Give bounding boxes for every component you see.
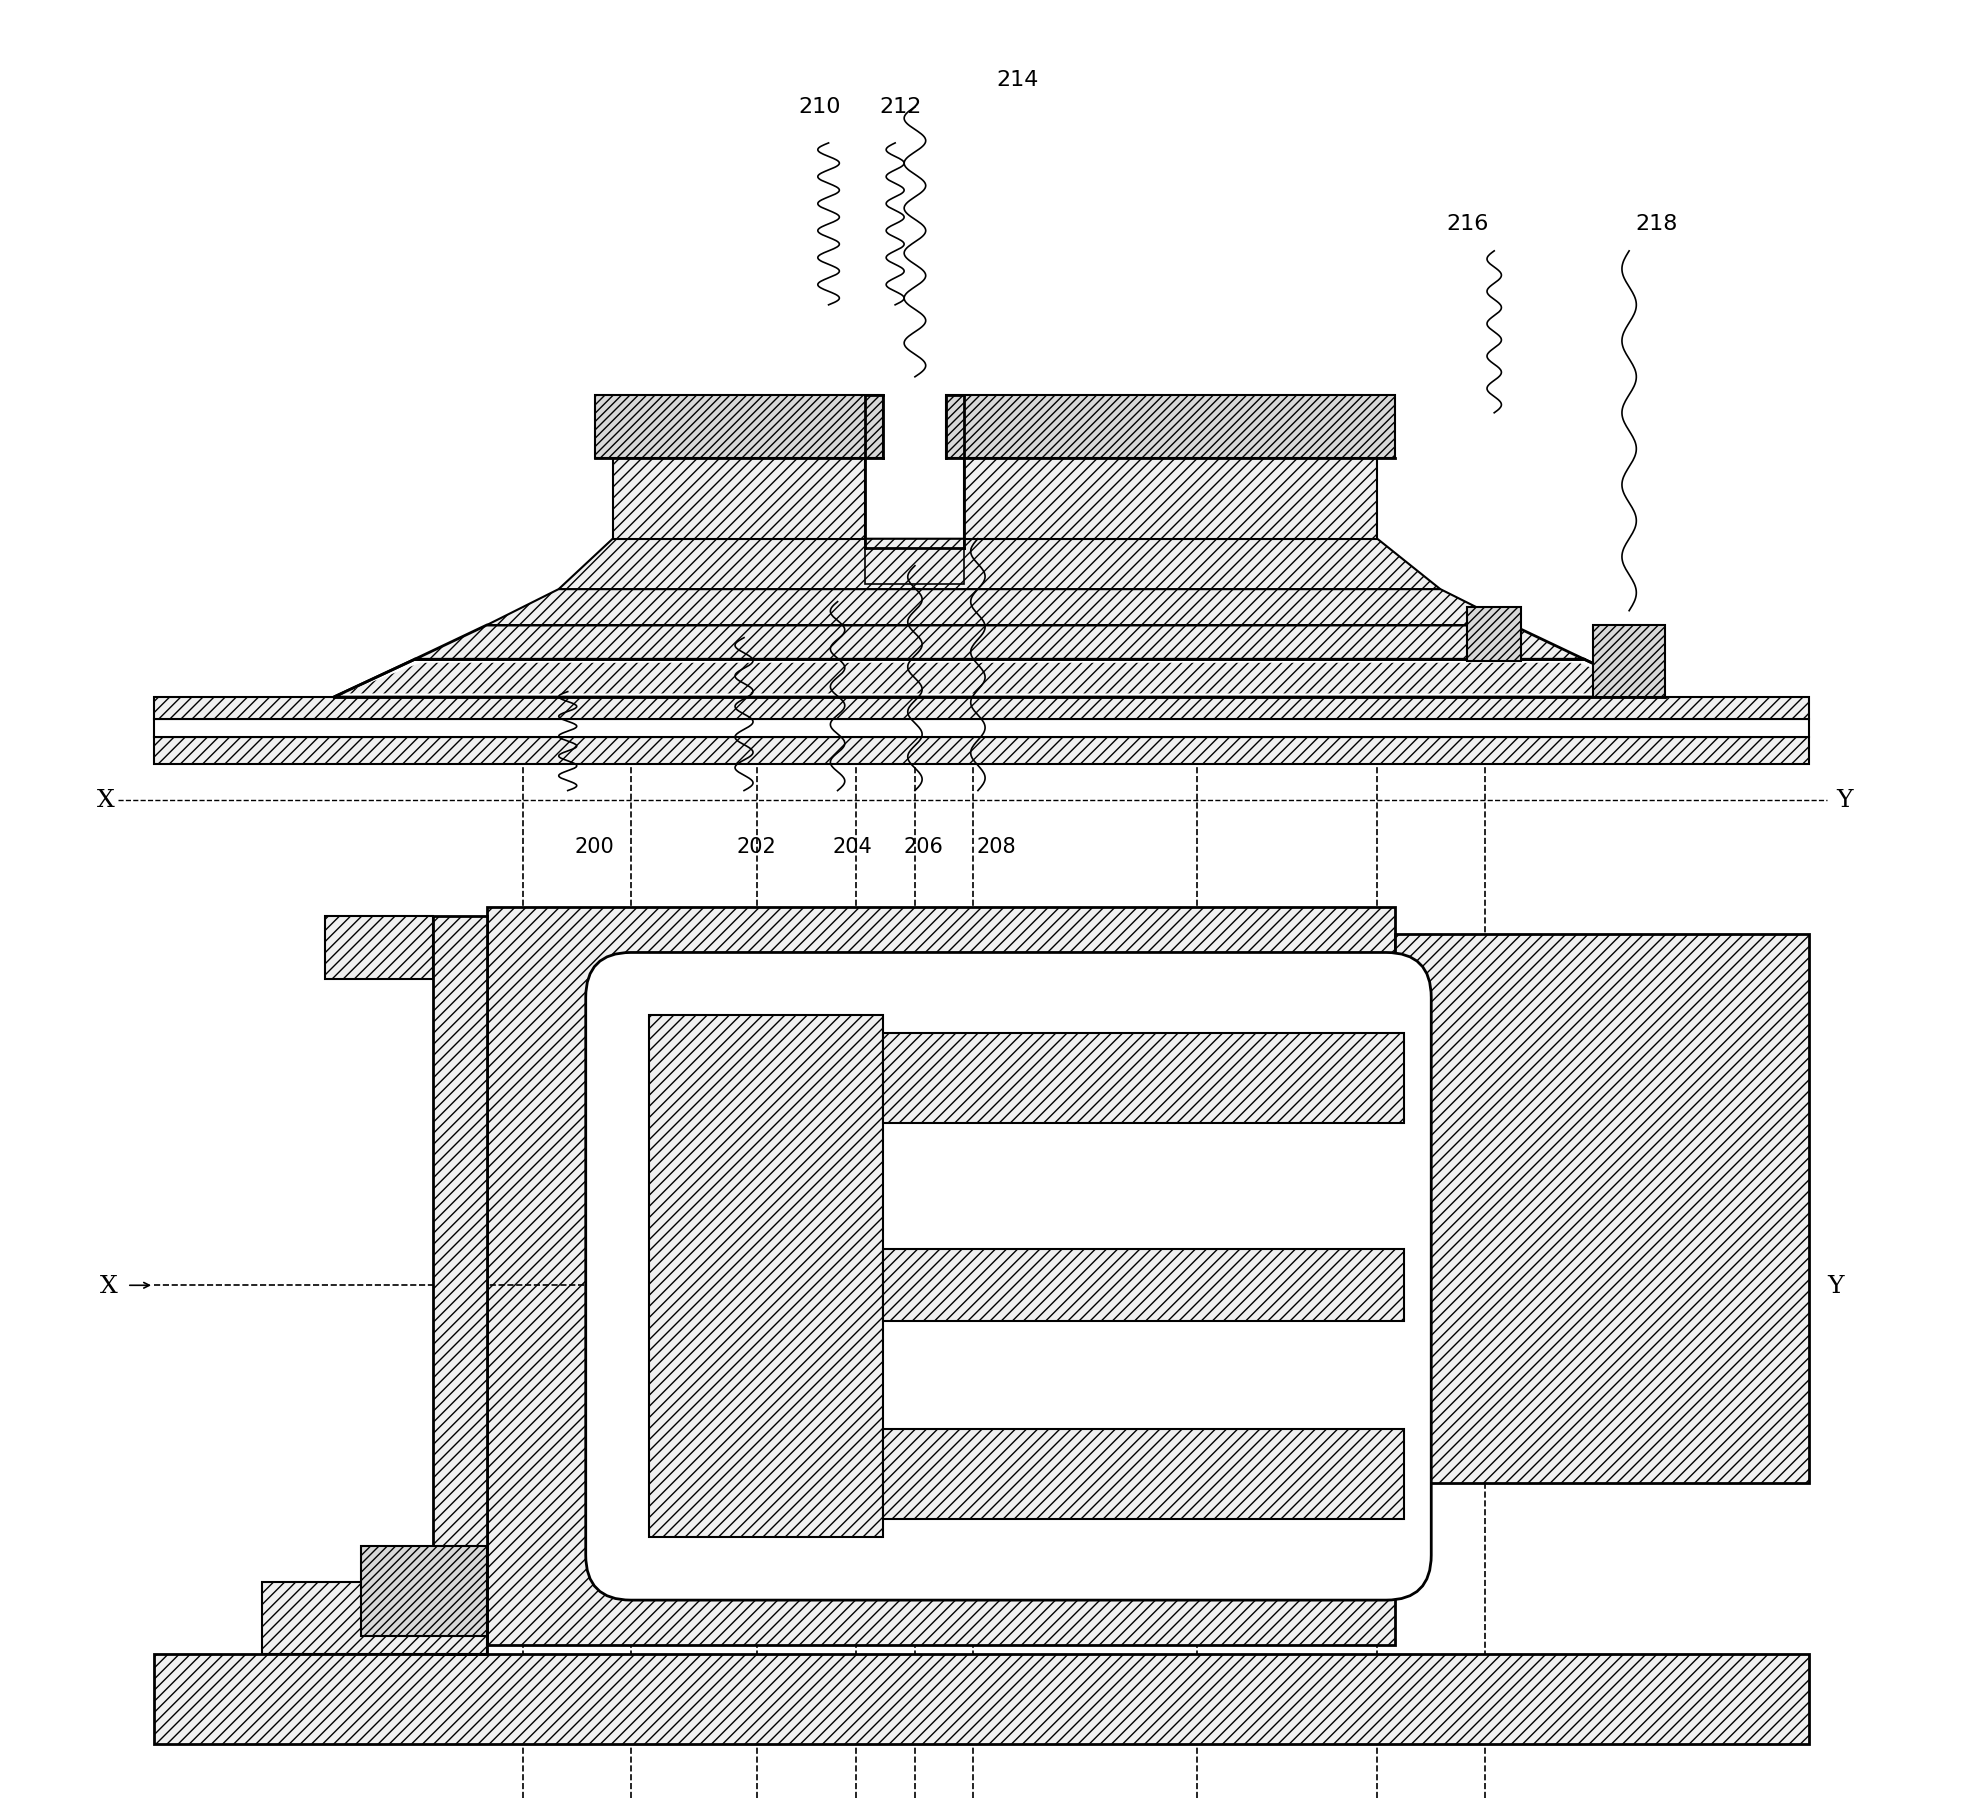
Polygon shape: [559, 539, 1441, 590]
Polygon shape: [414, 626, 1584, 660]
Polygon shape: [1466, 608, 1521, 662]
Polygon shape: [153, 698, 1810, 719]
Text: 214: 214: [997, 70, 1038, 90]
Polygon shape: [324, 917, 432, 980]
Polygon shape: [1396, 935, 1810, 1483]
Polygon shape: [487, 590, 1512, 626]
Text: X: X: [96, 789, 114, 811]
Text: 218: 218: [1635, 214, 1676, 234]
Polygon shape: [1594, 626, 1665, 698]
Polygon shape: [883, 1250, 1404, 1322]
Text: 204: 204: [832, 836, 872, 856]
Polygon shape: [883, 1034, 1404, 1124]
Text: 212: 212: [879, 97, 923, 117]
Text: 200: 200: [575, 836, 614, 856]
Polygon shape: [153, 737, 1810, 764]
Text: Y: Y: [1828, 1275, 1843, 1296]
Polygon shape: [361, 1546, 487, 1636]
Text: X: X: [100, 1275, 118, 1296]
Text: Y: Y: [1835, 789, 1853, 811]
Polygon shape: [883, 1429, 1404, 1519]
Polygon shape: [432, 917, 487, 1654]
Polygon shape: [153, 719, 1810, 737]
Polygon shape: [648, 1016, 883, 1537]
Polygon shape: [344, 663, 1657, 694]
Polygon shape: [153, 1654, 1810, 1744]
Polygon shape: [595, 396, 883, 458]
Text: 208: 208: [976, 836, 1015, 856]
Polygon shape: [946, 396, 1396, 458]
Text: 216: 216: [1447, 214, 1488, 234]
Polygon shape: [261, 1582, 487, 1654]
Polygon shape: [612, 458, 864, 539]
FancyBboxPatch shape: [585, 953, 1431, 1600]
Polygon shape: [334, 660, 1665, 698]
Polygon shape: [964, 458, 1378, 539]
Polygon shape: [487, 908, 1396, 1645]
Text: 202: 202: [736, 836, 777, 856]
Text: 206: 206: [905, 836, 944, 856]
Polygon shape: [864, 539, 964, 584]
Text: 210: 210: [799, 97, 840, 117]
